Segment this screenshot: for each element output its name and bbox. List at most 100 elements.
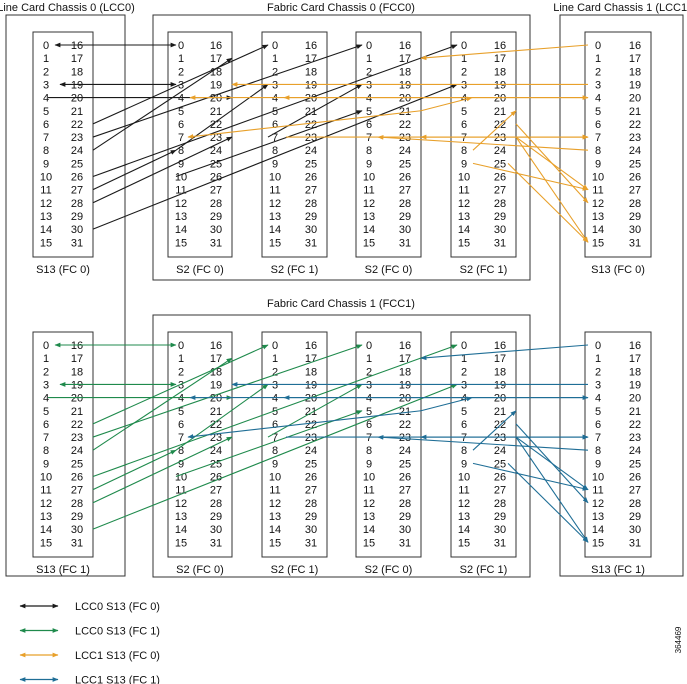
port-number: 18 [629,366,641,378]
port-number: 21 [399,106,411,118]
port-number: 17 [305,53,317,65]
port-number: 13 [592,211,604,223]
port-number: 20 [494,393,506,405]
port-number: 13 [363,511,375,523]
port-number: 31 [71,237,83,249]
port-number: 20 [71,393,83,405]
port-number: 30 [305,524,317,536]
port-number: 5 [461,406,467,418]
port-number: 5 [595,406,601,418]
port-number: 12 [269,198,281,210]
port-number: 9 [272,458,278,470]
port-number: 6 [178,119,184,131]
port-number: 5 [366,406,372,418]
port-number: 19 [494,79,506,91]
port-number: 18 [305,66,317,78]
port-number: 25 [71,158,83,170]
port-number: 22 [305,119,317,131]
port-number: 4 [461,393,467,405]
port-number: 27 [629,485,641,497]
card-label: S2 (FC 0) [176,564,224,576]
port-number: 31 [305,537,317,549]
port-number: 13 [269,511,281,523]
port-number: 30 [399,524,411,536]
lcc0-title: Line Card Chassis 0 (LCC0) [0,2,135,14]
port-number: 30 [210,524,222,536]
port-number: 11 [458,185,469,197]
port-number: 10 [40,172,52,184]
port-number: 27 [399,485,411,497]
port-number: 30 [210,224,222,236]
port-number: 27 [305,185,317,197]
port-number: 7 [595,432,601,444]
port-number: 21 [71,106,83,118]
port-number: 15 [269,537,281,549]
card-label: S13 (FC 1) [36,564,90,576]
port-number: 3 [272,79,278,91]
port-number: 18 [494,66,506,78]
port-number: 27 [71,185,83,197]
card-box [167,31,233,258]
port-number: 17 [629,353,641,365]
card-label: S2 (FC 0) [365,564,413,576]
connection-arrow [507,462,589,543]
card-label: S13 (FC 0) [591,264,645,276]
port-number: 14 [592,224,604,236]
connection-arrow [507,162,589,243]
connection-arrow [377,434,589,451]
port-number: 22 [399,119,411,131]
port-number: 25 [399,458,411,470]
port-number: 13 [40,211,52,223]
port-number: 23 [494,432,506,444]
port-number: 25 [494,458,506,470]
connection-arrow [92,383,458,530]
port-number: 12 [458,198,470,210]
port-number: 0 [272,40,278,52]
connection-arrow [92,136,233,204]
port-number: 18 [399,366,411,378]
connection-arrow [472,110,517,151]
connection-arrow [92,344,363,438]
port-number: 1 [178,353,184,365]
connection-arrow [92,44,363,138]
port-number: 2 [595,66,601,78]
port-number: 19 [399,379,411,391]
port-number: 7 [272,432,278,444]
connection-arrow [92,83,458,230]
port-number: 27 [399,185,411,197]
port-number: 0 [43,40,49,52]
port-number: 2 [366,66,372,78]
port-number: 12 [363,198,375,210]
port-number: 21 [210,106,222,118]
port-number: 19 [399,79,411,91]
connection-arrow [472,410,517,451]
port-number: 19 [629,79,641,91]
port-number: 4 [43,93,49,105]
lcc1-frame [559,14,684,577]
port-number: 28 [629,198,641,210]
port-number: 11 [40,185,51,197]
port-number: 8 [595,145,601,157]
port-number: 10 [269,172,281,184]
connection-arrow [187,110,422,139]
port-number: 13 [175,211,187,223]
port-number: 12 [458,498,470,510]
legend-label: LCC0 S13 (FC 1) [75,626,160,638]
port-number: 8 [366,145,372,157]
port-number: 20 [629,393,641,405]
fcc0-title: Fabric Card Chassis 0 (FCC0) [267,2,415,14]
port-number: 9 [43,458,49,470]
port-number: 28 [494,198,506,210]
port-number: 12 [363,498,375,510]
port-number: 23 [71,432,83,444]
port-number: 6 [43,119,49,131]
port-number: 16 [494,40,506,52]
port-number: 19 [305,379,317,391]
port-number: 0 [43,340,49,352]
port-number: 16 [210,40,222,52]
card-label: S2 (FC 1) [271,264,319,276]
